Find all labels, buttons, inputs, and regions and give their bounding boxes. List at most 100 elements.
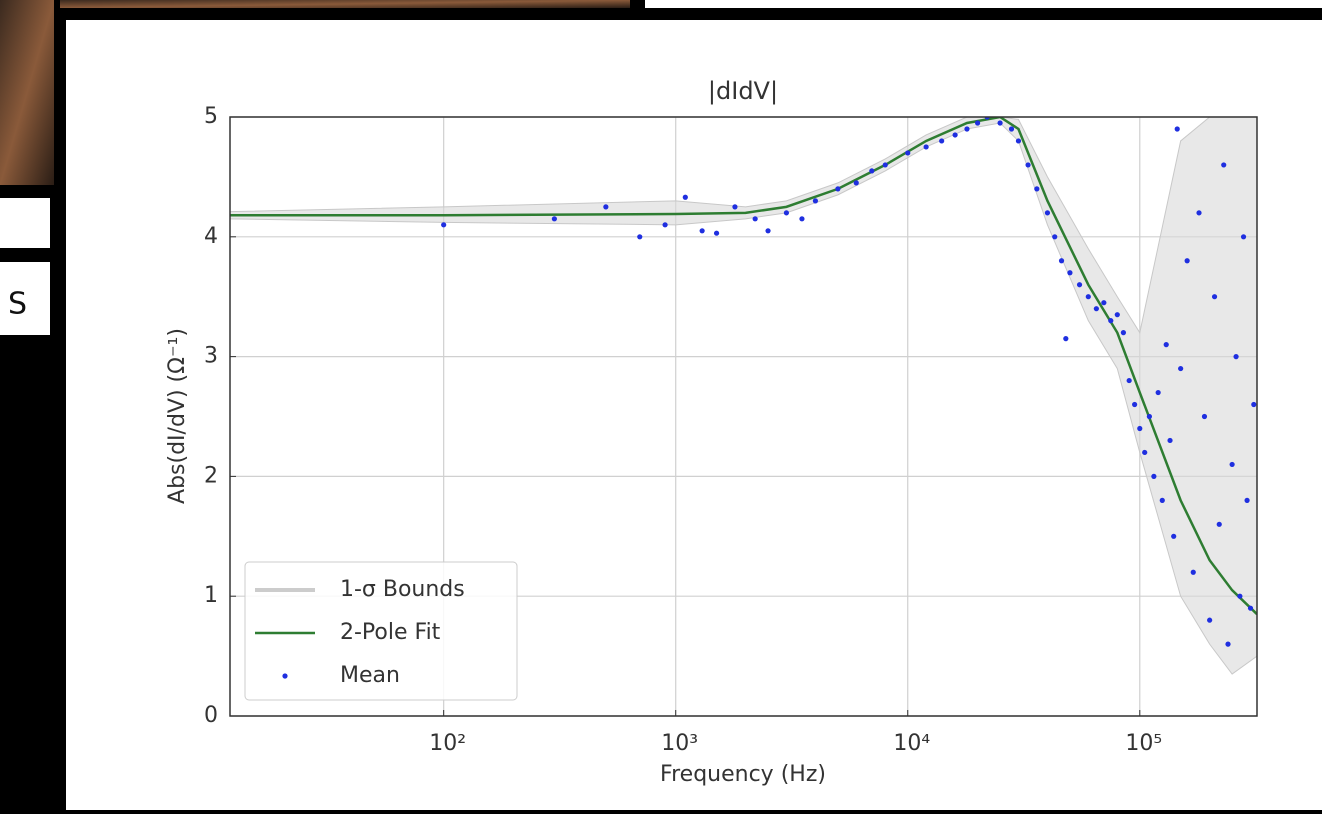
mean-point [1221,162,1227,168]
mean-point [939,138,945,144]
mean-point [1244,497,1250,503]
mean-point [923,144,929,150]
mean-point [1142,449,1148,456]
mean-point [1146,413,1152,420]
mean-point [1044,210,1051,216]
mean-point [1216,521,1222,527]
mean-point [1108,318,1114,324]
panel [0,262,50,335]
x-axis-label: Frequency (Hz) [660,762,826,787]
mean-point [812,198,819,204]
mean-point [1025,162,1031,168]
mean-point [765,228,771,234]
mean-point [1155,389,1161,396]
mean-point [1171,533,1177,539]
mean-point [662,222,668,228]
mean-point [682,194,688,200]
photo [60,0,630,8]
mean-point [1067,270,1073,276]
mean-point [1159,497,1165,503]
mean-point [1120,330,1127,336]
mean-point [1207,617,1213,623]
mean-point [1015,138,1022,144]
plot-area [230,117,1257,675]
x-tick-label: 10⁵ [1125,731,1162,756]
x-tick-label: 10³ [661,731,698,756]
photo [0,0,54,185]
bounds-band [230,117,1257,675]
plot-frame [229,116,1258,717]
mean-point [997,120,1003,126]
mean-point [1101,300,1107,306]
mean-point [1085,294,1091,300]
mean-point [1058,258,1065,264]
mean-point [1063,336,1069,342]
mean-point [835,186,841,192]
mean-point [637,234,643,240]
mean-point [974,120,981,126]
y-tick-label: 0 [204,703,218,728]
mean-point [752,216,758,222]
fit-line [230,117,1257,616]
legend-label: 2-Pole Fit [340,620,441,645]
mean-point [1178,365,1184,372]
mean-point [1201,413,1208,420]
mean-point [1126,377,1132,384]
legend-marker [282,673,288,679]
mean-point [1196,210,1202,216]
y-tick-label: 2 [204,463,218,488]
x-tick-label: 10⁴ [893,731,930,756]
mean-point [1211,294,1218,300]
mean-point [551,216,557,222]
mean-point [1008,126,1015,132]
x-tick-label: 10² [429,731,466,756]
mean-point [964,126,970,132]
y-tick-label: 4 [204,224,218,249]
y-tick-label: 1 [204,583,218,608]
mean-point [1114,312,1120,318]
mean-point [1076,282,1083,288]
mean-point [713,230,720,236]
mean-point [799,216,805,222]
mean-point [1240,234,1247,240]
mean-point [1190,569,1196,575]
mean-point [1184,258,1190,264]
mean-point [1137,425,1143,432]
mean-point [1247,605,1254,611]
mean-point [952,132,958,138]
mean-point [882,162,888,168]
mean-point [1093,306,1099,312]
chart-title: |dIdV| [708,77,778,105]
mean-point [905,150,911,156]
mean-point [1229,461,1235,468]
mean-point [732,204,738,210]
chart: |dIdV| Frequency (Hz) Abs(dI/dV) (Ω⁻¹) 0… [165,77,1258,787]
mean-point [869,168,875,174]
panel [0,198,50,248]
mean-point [1174,126,1180,132]
mean-point [783,210,790,216]
mean-point [1163,342,1169,348]
mean-point [1132,401,1138,408]
y-axis-label: Abs(dI/dV) (Ω⁻¹) [165,328,190,504]
mean-point [1052,234,1058,240]
mean-point [441,222,447,228]
y-tick-label: 3 [204,344,218,369]
mean-point [853,180,859,186]
mean-point [1167,437,1173,444]
mean-point [1151,473,1157,479]
mean-point [1034,186,1040,192]
y-tick-label: 5 [204,104,218,129]
panel [645,0,1322,8]
legend-box [244,561,518,701]
legend-label: Mean [340,663,400,688]
mean-point [1225,641,1231,647]
mean-point [603,204,609,210]
mean-point [699,228,705,234]
legend-label: 1-σ Bounds [340,577,465,602]
label-fragment: S [8,287,27,322]
mean-point [1233,354,1239,360]
mean-point [1237,593,1243,599]
